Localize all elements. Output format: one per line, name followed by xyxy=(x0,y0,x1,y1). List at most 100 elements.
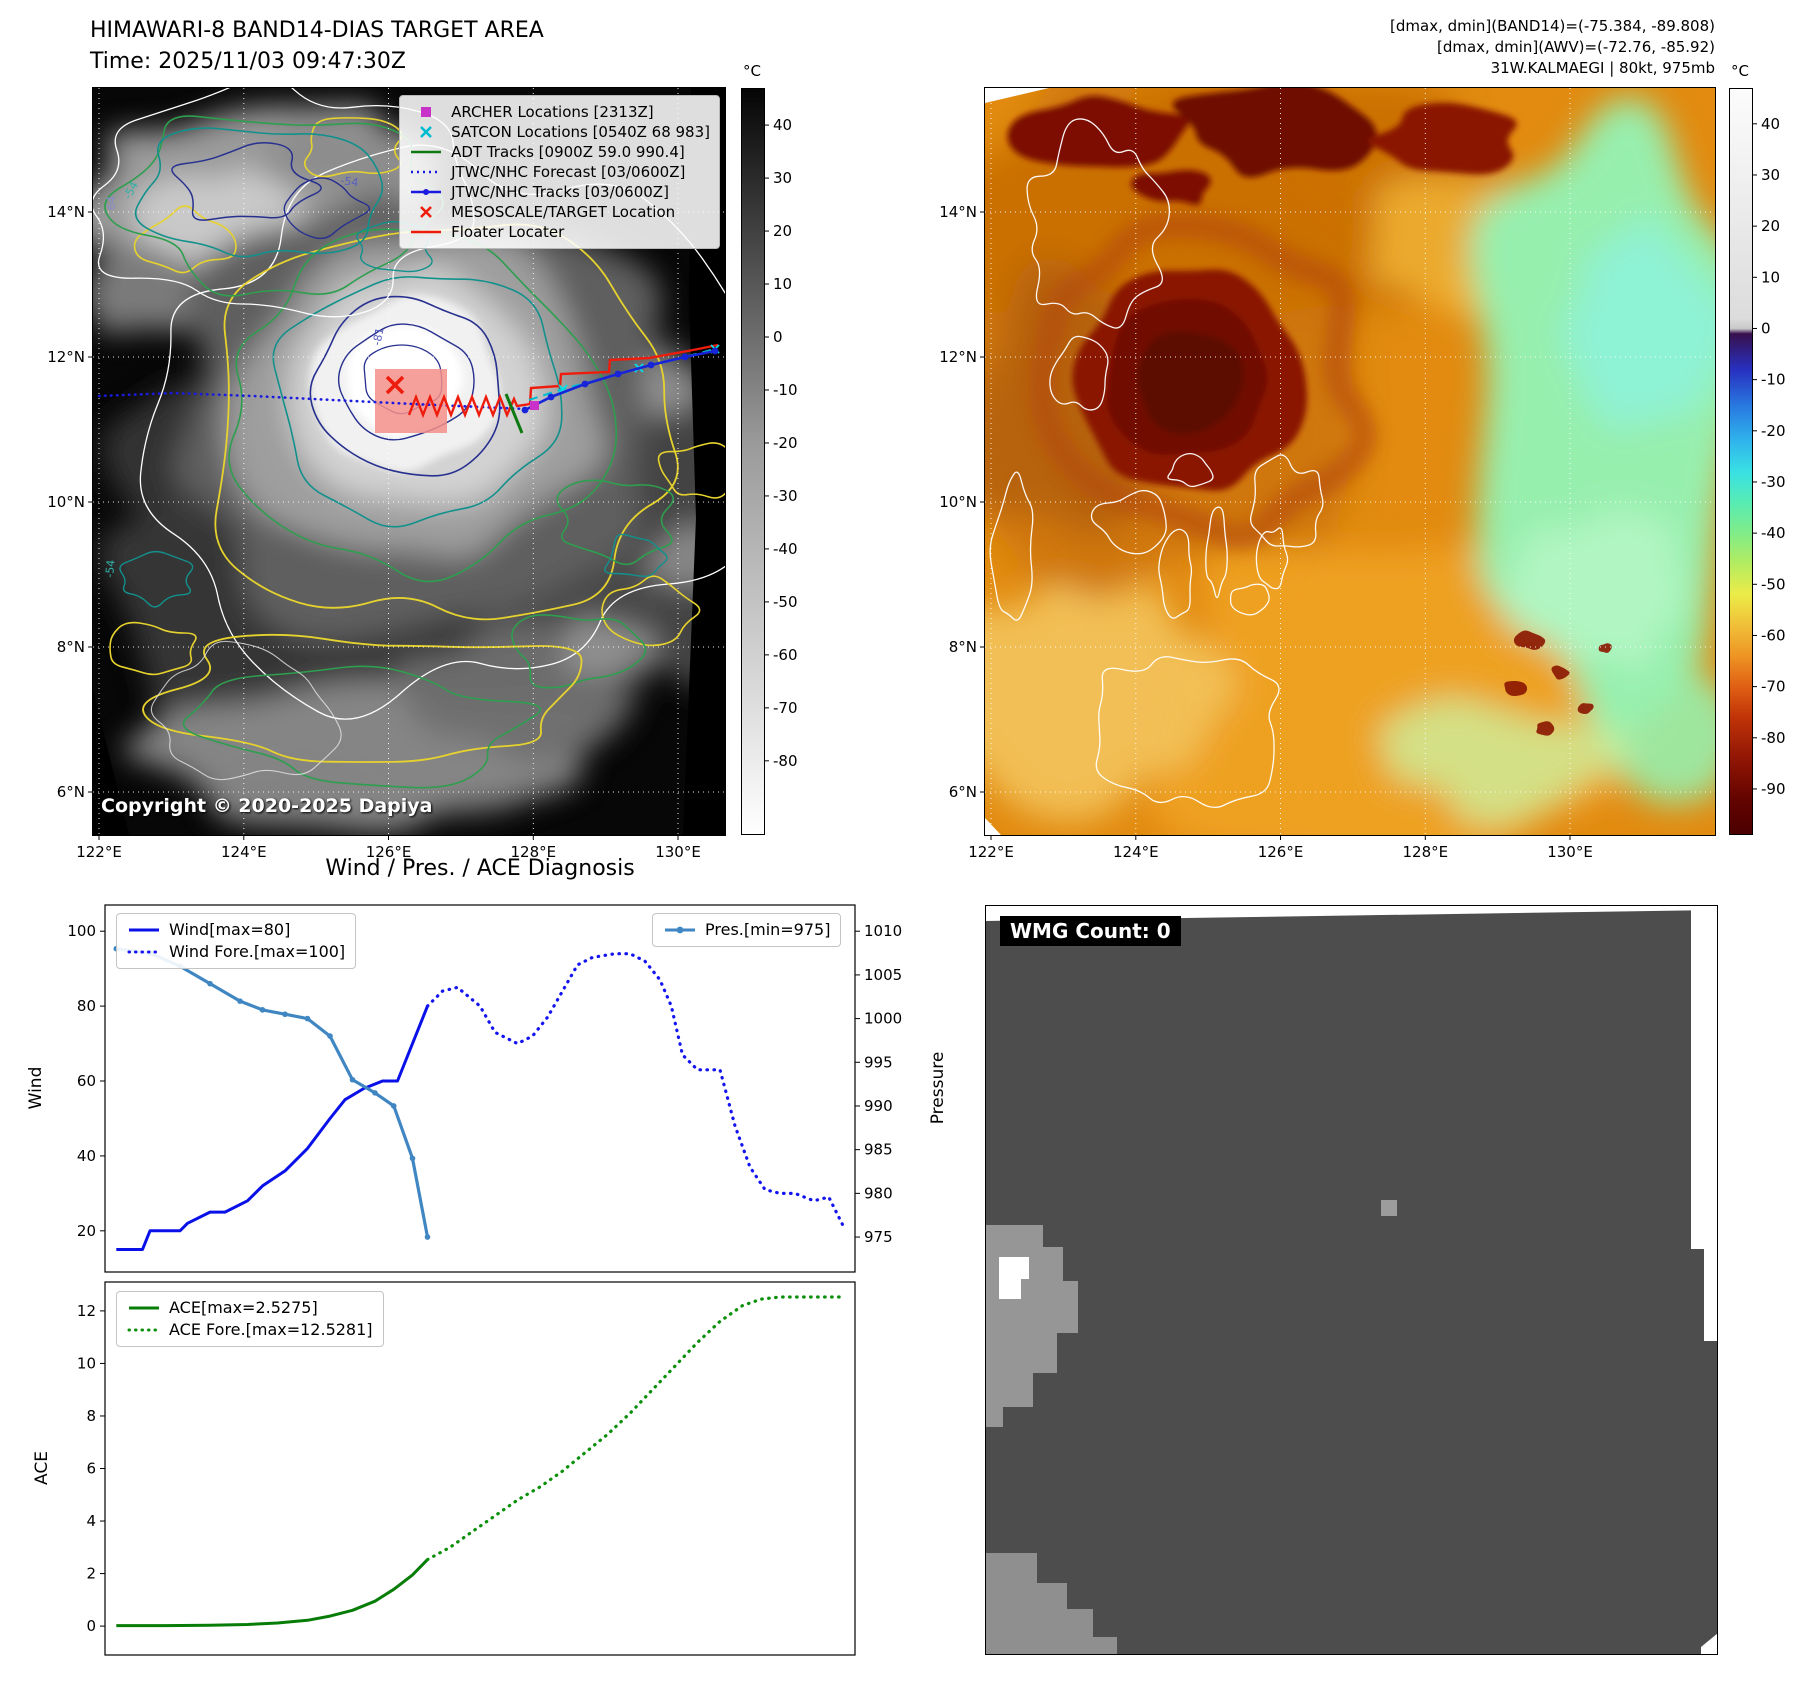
colorbar-tick-label: -70 xyxy=(1761,678,1786,696)
colorbar-tick-label: -10 xyxy=(1761,371,1786,389)
green-line-icon xyxy=(409,145,443,159)
colorbar-tick-label: -40 xyxy=(1761,524,1786,542)
wmg-edge-right xyxy=(1691,910,1718,1341)
diagnosis-chart-title: Wind / Pres. / ACE Diagnosis xyxy=(325,856,635,881)
y-tick-label: 990 xyxy=(864,1097,893,1115)
legend-label: JTWC/NHC Forecast [03/0600Z] xyxy=(451,163,686,181)
y-tick-label: 6 xyxy=(86,1460,96,1478)
legend-label: Floater Locater xyxy=(451,223,565,241)
pressure-observed-line-marker xyxy=(390,1103,397,1109)
legend-entry: ARCHER Locations [2313Z] xyxy=(409,102,710,122)
swath-sliver xyxy=(985,818,1001,835)
jtwc-track-point xyxy=(681,353,689,361)
wmg-image xyxy=(985,905,1718,1655)
y-tick-label: 1000 xyxy=(864,1010,902,1028)
coastline-hint xyxy=(150,640,342,781)
wmg-region-small xyxy=(1381,1200,1397,1216)
cold-cloud-tops xyxy=(1007,88,1517,491)
colorbar-tick-label: 40 xyxy=(1761,115,1780,133)
legend-entry: Floater Locater xyxy=(409,222,710,242)
legend-label: ACE[max=2.5275] xyxy=(169,1298,318,1317)
colorbar-tick-label: -60 xyxy=(1761,626,1786,644)
target-area-box xyxy=(375,369,447,433)
legend-label: MESOSCALE/TARGET Location xyxy=(451,203,676,221)
colorbar-tick-label: 30 xyxy=(773,169,792,187)
colorbar-tick-label: -50 xyxy=(773,593,798,611)
y-tick-label: 980 xyxy=(864,1184,893,1202)
colorbar-tick-label: -20 xyxy=(1761,422,1786,440)
pressure-observed-line-marker xyxy=(409,1155,416,1162)
colorbar-tick-label: -80 xyxy=(773,752,798,770)
jtwc-track-point xyxy=(521,406,529,414)
colorbar-tick-label: -30 xyxy=(773,487,798,505)
jtwc-track-point xyxy=(647,361,655,369)
colorbar-tick-label: -70 xyxy=(773,699,798,717)
lat-tick-label: 8°N xyxy=(57,638,85,656)
contour-label: 64 xyxy=(105,196,118,210)
y-tick-label: 40 xyxy=(77,1147,96,1165)
lat-tick-label: 10°N xyxy=(47,493,85,511)
swath-edge-corner xyxy=(93,690,129,835)
y-tick-label: 60 xyxy=(77,1072,96,1090)
y-tick-label: 20 xyxy=(77,1222,96,1240)
lon-tick-label: 130°E xyxy=(1547,843,1593,861)
pressure-observed-line-marker xyxy=(282,1011,288,1018)
archer-location-marker xyxy=(530,401,539,410)
red-line-icon xyxy=(409,225,443,239)
awv-map-panel xyxy=(984,87,1716,836)
pressure-observed-line-marker xyxy=(207,980,213,987)
pressure-observed-line-marker xyxy=(424,1234,431,1240)
legend-label: Pres.[min=975] xyxy=(705,920,831,939)
y-tick-label: 975 xyxy=(864,1228,893,1246)
pressure-observed-line-marker xyxy=(372,1090,378,1096)
ace-axis-label: ACE xyxy=(32,1451,52,1485)
y-tick-label: 0 xyxy=(86,1617,96,1635)
legend-entry: Wind[max=80] xyxy=(127,919,345,941)
dmax-band14-text: [dmax, dmin](BAND14)=(-75.384, -89.808) xyxy=(1390,17,1715,35)
legend-entry: ADT Tracks [0900Z 59.0 990.4] xyxy=(409,142,710,162)
colorbar-tick-label: 30 xyxy=(1761,166,1780,184)
y-tick-label: 8 xyxy=(86,1407,96,1425)
legend-label: SATCON Locations [0540Z 68 983] xyxy=(451,123,710,141)
colorbar-tick-label: -30 xyxy=(1761,473,1786,491)
dotted-line-icon xyxy=(127,945,161,959)
y-tick-label: 2 xyxy=(86,1565,96,1583)
legend-label: ACE Fore.[max=12.5281] xyxy=(169,1320,373,1339)
y-tick-label: 1010 xyxy=(864,922,902,940)
cyan-x-icon xyxy=(409,125,443,139)
awv-grid xyxy=(985,88,1715,835)
y-tick-label: 100 xyxy=(67,922,96,940)
pressure-observed-line-marker xyxy=(237,998,243,1004)
legend-entry: ACE[max=2.5275] xyxy=(127,1297,373,1319)
colorbar-tick-label: 0 xyxy=(773,328,783,346)
legend-label: Wind Fore.[max=100] xyxy=(169,942,346,961)
colorbar-tick-label: 20 xyxy=(773,222,792,240)
jtwc-track-point xyxy=(547,393,555,401)
legend-label: ARCHER Locations [2313Z] xyxy=(451,103,654,121)
wind-axis-label: Wind xyxy=(26,1066,46,1110)
adt-track-line xyxy=(504,393,524,434)
swath-edge-right xyxy=(683,88,725,835)
awv-colorbar-unit: °C xyxy=(1731,62,1749,80)
blue-dotted-line-icon xyxy=(409,165,443,179)
band14-contours xyxy=(93,88,725,789)
legend-entry: ACE Fore.[max=12.5281] xyxy=(127,1319,373,1341)
legend-label: JTWC/NHC Tracks [03/0600Z] xyxy=(451,183,669,201)
jtwc-track-point xyxy=(711,347,719,355)
colorbar-tick-label: -50 xyxy=(1761,575,1786,593)
jtwc-forecast-line xyxy=(97,391,527,411)
floater-locater-line xyxy=(407,343,719,419)
ace-forecast-line xyxy=(425,1295,846,1562)
wmg-region-white xyxy=(999,1257,1029,1299)
band14-colorbar xyxy=(741,88,765,835)
storm-id-text: 31W.KALMAEGI | 80kt, 975mb xyxy=(1490,59,1715,77)
colorbar-tick-label: 0 xyxy=(1761,319,1771,337)
lat-tick-label: 12°N xyxy=(939,348,977,366)
lon-tick-label: 128°E xyxy=(1402,843,1448,861)
jtwc-track-point xyxy=(581,380,589,388)
contour-label: -54 xyxy=(340,174,360,189)
band14-cloud-field xyxy=(93,105,725,833)
awv-colorbar xyxy=(1729,88,1753,835)
lat-tick-label: 12°N xyxy=(47,348,85,366)
